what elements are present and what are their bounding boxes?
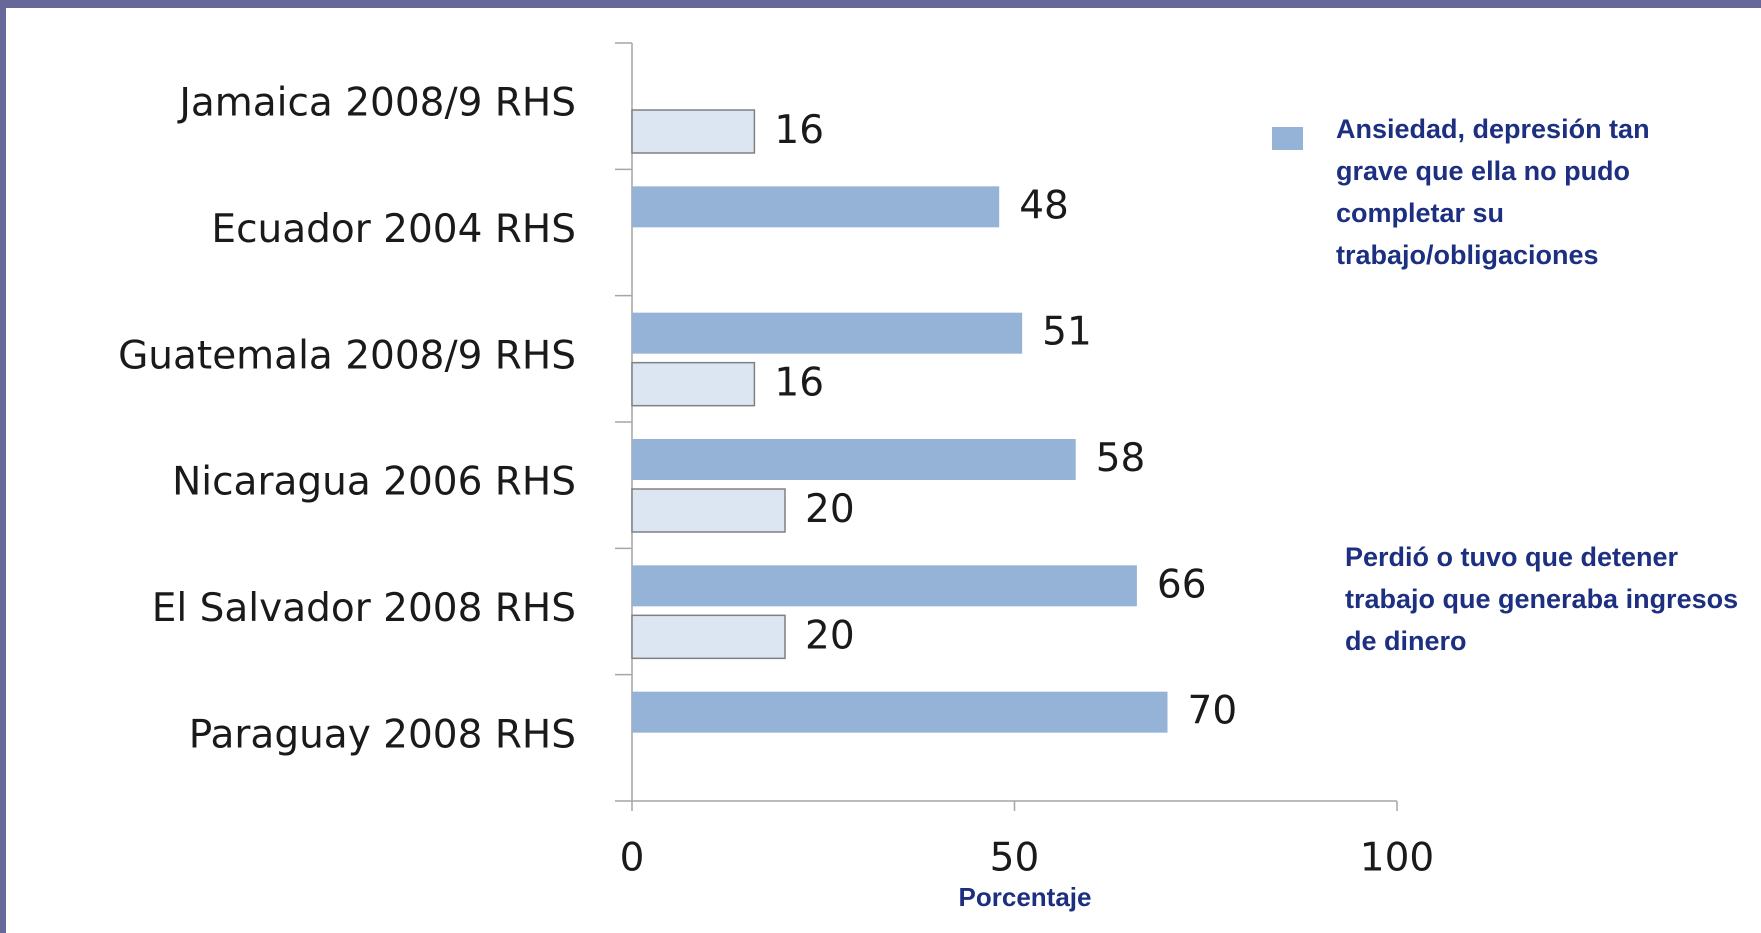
value-label: 58	[1096, 436, 1146, 481]
value-label: 16	[774, 361, 824, 406]
y-tick-label: Jamaica 2008/9 RHS	[176, 81, 576, 126]
legend-label: Perdió o tuvo que detener trabajo que ge…	[1345, 542, 1739, 656]
value-label: 20	[805, 487, 855, 532]
bar	[632, 565, 1137, 607]
x-axis-label: Porcentaje	[959, 882, 1092, 912]
y-tick-label: Ecuador 2004 RHS	[211, 207, 576, 252]
x-tick-label: 0	[620, 836, 645, 881]
value-label: 51	[1042, 310, 1092, 355]
frame	[0, 0, 6, 933]
bar	[631, 109, 756, 154]
value-label: 48	[1019, 183, 1069, 228]
value-label: 16	[774, 108, 824, 153]
value-label: 70	[1188, 689, 1238, 734]
legend-marker	[1272, 127, 1303, 150]
legend-label: Ansiedad, depresión tan grave que ella n…	[1336, 114, 1650, 270]
bar	[631, 361, 756, 407]
bar	[632, 691, 1168, 733]
frame	[0, 0, 1761, 8]
bar	[632, 186, 1000, 228]
bar	[631, 614, 786, 660]
x-tick-label: 50	[990, 836, 1040, 881]
legend-marker	[1281, 555, 1312, 578]
value-label: 20	[805, 613, 855, 658]
bar	[632, 312, 1023, 354]
y-tick-label: El Salvador 2008 RHS	[152, 586, 576, 631]
value-label: 66	[1157, 562, 1207, 607]
y-tick-label: Paraguay 2008 RHS	[189, 712, 576, 757]
x-tick-label: 100	[1360, 836, 1434, 881]
bar	[632, 439, 1076, 480]
bar	[631, 488, 786, 533]
y-tick-label: Guatemala 2008/9 RHS	[118, 333, 576, 378]
y-tick-label: Nicaragua 2006 RHS	[172, 460, 576, 505]
